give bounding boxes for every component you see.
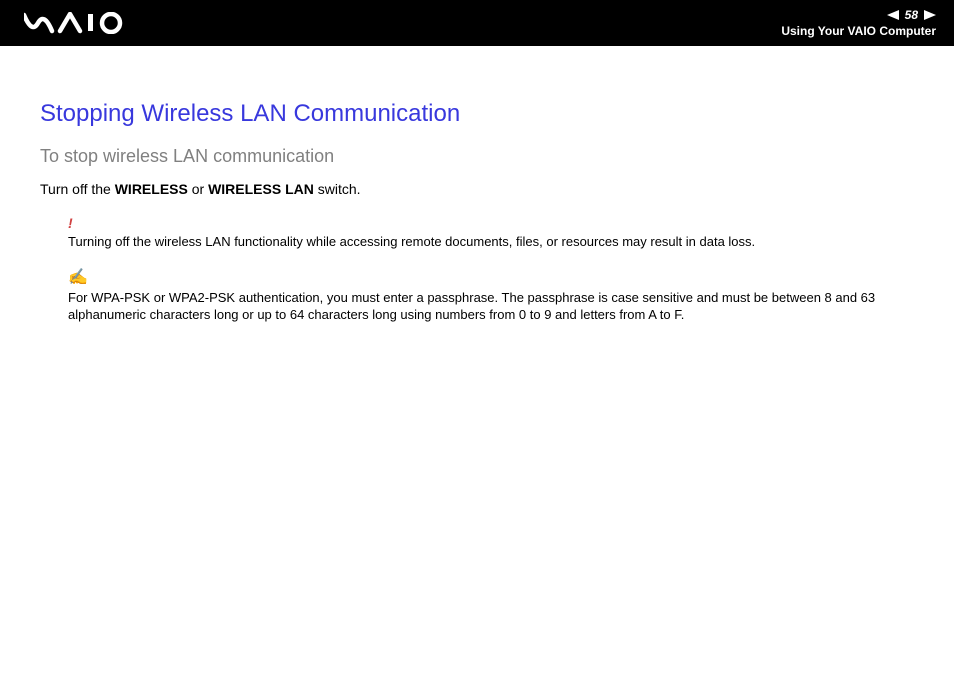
body-bold-1: WIRELESS bbox=[115, 181, 188, 197]
page-content: Stopping Wireless LAN Communication To s… bbox=[0, 46, 954, 324]
prev-page-button[interactable] bbox=[887, 10, 899, 20]
body-post: switch. bbox=[314, 181, 361, 197]
page-number: 58 bbox=[905, 8, 918, 22]
note-text: For WPA-PSK or WPA2-PSK authentication, … bbox=[68, 289, 914, 324]
note-block: ✍ For WPA-PSK or WPA2-PSK authentication… bbox=[68, 267, 914, 324]
body-pre: Turn off the bbox=[40, 181, 115, 197]
page-title: Stopping Wireless LAN Communication bbox=[40, 100, 914, 128]
next-page-button[interactable] bbox=[924, 10, 936, 20]
warning-text: Turning off the wireless LAN functionali… bbox=[68, 233, 914, 251]
breadcrumb: Using Your VAIO Computer bbox=[781, 24, 936, 38]
body-mid: or bbox=[188, 181, 208, 197]
body-bold-2: WIRELESS LAN bbox=[208, 181, 314, 197]
warning-block: ! Turning off the wireless LAN functiona… bbox=[68, 215, 914, 251]
header-bar: 58 Using Your VAIO Computer bbox=[0, 0, 954, 46]
page-nav: 58 bbox=[887, 8, 936, 22]
header-right: 58 Using Your VAIO Computer bbox=[781, 8, 936, 38]
vaio-logo bbox=[24, 12, 132, 34]
body-text: Turn off the WIRELESS or WIRELESS LAN sw… bbox=[40, 181, 914, 197]
page-subtitle: To stop wireless LAN communication bbox=[40, 146, 914, 167]
pen-icon: ✍ bbox=[68, 267, 914, 287]
warning-icon: ! bbox=[68, 215, 914, 231]
